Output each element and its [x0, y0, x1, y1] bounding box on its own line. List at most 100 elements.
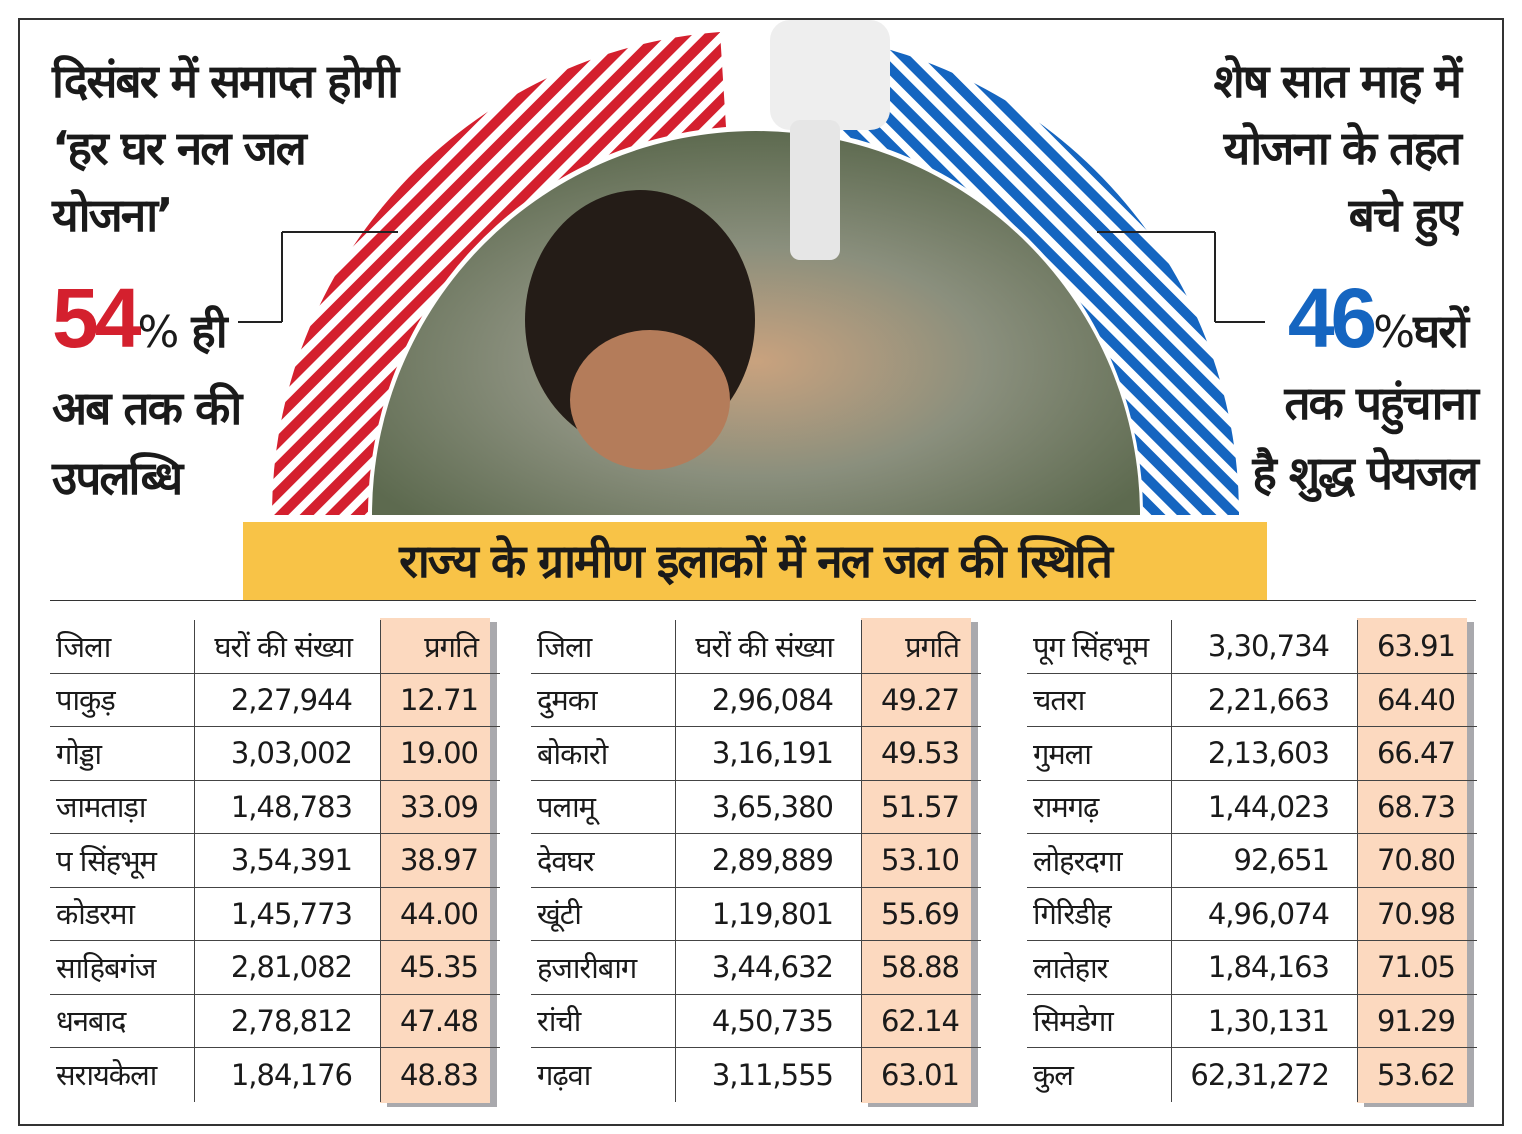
table-row: गढ़वा 3,11,555 63.01 — [531, 1048, 981, 1102]
table-row: पलामू 3,65,380 51.57 — [531, 780, 981, 834]
district-name: कुल — [1027, 1048, 1172, 1102]
progress-percent: 33.09 — [380, 780, 490, 833]
table-row: कोडरमा 1,45,773 44.00 — [50, 887, 500, 941]
table-row: पूग सिंहभूम 3,30,734 63.91 — [1027, 620, 1477, 674]
table-row: गुमला 2,13,603 66.47 — [1027, 727, 1477, 781]
table-row: बोकारो 3,16,191 49.53 — [531, 727, 981, 781]
district-name: गढ़वा — [531, 1048, 676, 1102]
progress-percent: 70.98 — [1357, 887, 1467, 940]
achieved-arc-54 — [271, 32, 726, 515]
table-row: लातेहार 1,84,163 71.05 — [1027, 941, 1477, 995]
household-count: 1,44,023 — [1207, 789, 1330, 824]
district-name: देवघर — [531, 834, 676, 887]
progress-percent: 63.91 — [1357, 620, 1467, 673]
progress-percent: 63.01 — [861, 1048, 971, 1102]
progress-percent: 53.62 — [1357, 1048, 1467, 1102]
progress-percent: 62.14 — [861, 994, 971, 1047]
district-name: प सिंहभूम — [50, 834, 195, 887]
progress-percent: 68.73 — [1357, 780, 1467, 833]
progress-percent: 49.27 — [861, 673, 971, 726]
progress-percent: 55.69 — [861, 887, 971, 940]
district-name: दुमका — [531, 673, 676, 726]
household-count: घरों की संख्या — [214, 629, 353, 664]
table-row: चतरा 2,21,663 64.40 — [1027, 673, 1477, 727]
district-name: पाकुड़ — [50, 673, 195, 726]
district-name: साहिबगंज — [50, 941, 195, 994]
district-name: पलामू — [531, 780, 676, 833]
table-row: सरायकेला 1,84,176 48.83 — [50, 1048, 500, 1102]
household-count: 3,44,632 — [711, 950, 834, 985]
table-title-banner: राज्य के ग्रामीण इलाकों में नल जल की स्थ… — [243, 522, 1267, 600]
progress-percent: 51.57 — [861, 780, 971, 833]
progress-arc — [238, 20, 1265, 515]
household-count: 1,45,773 — [230, 896, 353, 931]
table-row: देवघर 2,89,889 53.10 — [531, 834, 981, 888]
tap-icon — [770, 20, 890, 130]
district-name: गिरिडीह — [1027, 887, 1172, 940]
household-count: 92,651 — [1233, 843, 1330, 878]
progress-percent: 70.80 — [1357, 834, 1467, 887]
district-name: लातेहार — [1027, 941, 1172, 994]
district-name: सरायकेला — [50, 1048, 195, 1102]
progress-percent: 45.35 — [380, 941, 490, 994]
infographic-frame — [18, 18, 1504, 1126]
household-count: 3,16,191 — [711, 736, 834, 771]
progress-percent: 53.10 — [861, 834, 971, 887]
household-count: 2,81,082 — [230, 950, 353, 985]
household-count: 1,84,176 — [230, 1057, 353, 1092]
district-table-1: जिला घरों की संख्या प्रगति पाकुड़ 2,27,944 12… — [50, 620, 500, 1102]
household-count: 3,65,380 — [711, 789, 834, 824]
household-count: 3,11,555 — [711, 1057, 834, 1092]
household-count: 1,19,801 — [711, 896, 834, 931]
district-name: रांची — [531, 994, 676, 1047]
household-count: 1,48,783 — [230, 789, 353, 824]
district-name: खूंटी — [531, 887, 676, 940]
table-row: कुल 62,31,272 53.62 — [1027, 1048, 1477, 1102]
table-header-row: जिला घरों की संख्या प्रगति — [531, 620, 981, 674]
household-count: 3,03,002 — [230, 736, 353, 771]
district-name: चतरा — [1027, 673, 1172, 726]
progress-percent: 47.48 — [380, 994, 490, 1047]
household-count: 3,54,391 — [230, 843, 353, 878]
household-count: 4,50,735 — [711, 1003, 834, 1038]
progress-percent: 91.29 — [1357, 994, 1467, 1047]
table-row: धनबाद 2,78,812 47.48 — [50, 994, 500, 1048]
table-row: गोड्डा 3,03,002 19.00 — [50, 727, 500, 781]
table-row: जामताड़ा 1,48,783 33.09 — [50, 780, 500, 834]
progress-percent: प्रगति — [861, 620, 971, 673]
table-row: प सिंहभूम 3,54,391 38.97 — [50, 834, 500, 888]
district-name: गुमला — [1027, 727, 1172, 780]
progress-percent: 49.53 — [861, 727, 971, 780]
district-name: लोहरदगा — [1027, 834, 1172, 887]
table-row: दुमका 2,96,084 49.27 — [531, 673, 981, 727]
district-name: पूग सिंहभूम — [1027, 620, 1172, 673]
district-name: कोडरमा — [50, 887, 195, 940]
district-table-2: जिला घरों की संख्या प्रगति दुमका 2,96,084 49.… — [531, 620, 981, 1102]
household-count: घरों की संख्या — [695, 629, 834, 664]
district-name: सिमडेगा — [1027, 994, 1172, 1047]
table-row: लोहरदगा 92,651 70.80 — [1027, 834, 1477, 888]
progress-percent: 64.40 — [1357, 673, 1467, 726]
divider — [50, 600, 1476, 601]
household-count: 4,96,074 — [1207, 896, 1330, 931]
household-count: 2,13,603 — [1207, 736, 1330, 771]
remaining-arc-46 — [786, 32, 1240, 515]
district-name: जामताड़ा — [50, 780, 195, 833]
district-name: रामगढ़ — [1027, 780, 1172, 833]
progress-percent: 12.71 — [380, 673, 490, 726]
progress-percent: 58.88 — [861, 941, 971, 994]
table-row: खूंटी 1,19,801 55.69 — [531, 887, 981, 941]
household-count: 2,21,663 — [1207, 682, 1330, 717]
table-row: सिमडेगा 1,30,131 91.29 — [1027, 994, 1477, 1048]
household-count: 1,84,163 — [1207, 950, 1330, 985]
table-row: पाकुड़ 2,27,944 12.71 — [50, 673, 500, 727]
progress-percent: 38.97 — [380, 834, 490, 887]
district-name: हजारीबाग — [531, 941, 676, 994]
district-name: जिला — [50, 620, 195, 673]
household-count: 3,30,734 — [1207, 629, 1330, 664]
district-table-3: पूग सिंहभूम 3,30,734 63.91 चतरा 2,21,663 64.4… — [1027, 620, 1477, 1102]
table-row: रांची 4,50,735 62.14 — [531, 994, 981, 1048]
table-row: साहिबगंज 2,81,082 45.35 — [50, 941, 500, 995]
progress-percent: 44.00 — [380, 887, 490, 940]
remaining-percent: 46%घरों — [1287, 271, 1469, 365]
